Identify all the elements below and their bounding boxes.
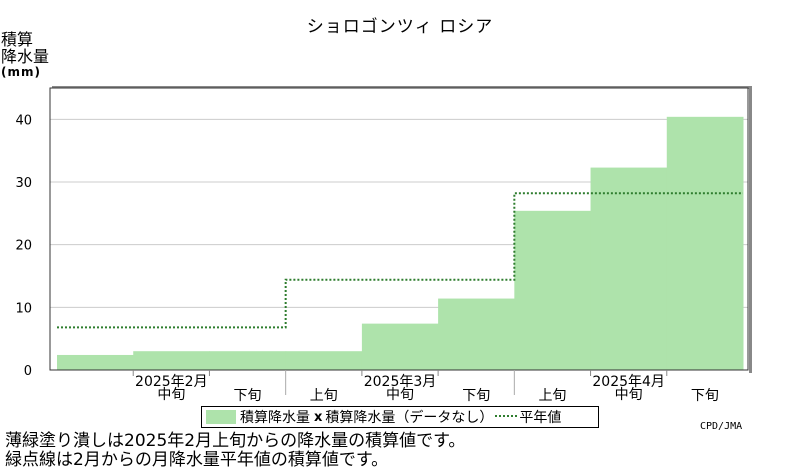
bar-8 <box>666 116 744 371</box>
bar-1 <box>133 351 210 370</box>
bar-5 <box>438 298 515 370</box>
period-label-4: 中旬 <box>386 387 414 403</box>
legend-label-normal: 平年値 <box>519 410 562 426</box>
y-axis-ticks: 0 10 20 30 40 <box>15 113 32 379</box>
y-tick-label-20: 20 <box>15 239 32 254</box>
y-tick-label-0: 0 <box>24 364 32 379</box>
period-label-3: 上旬 <box>310 388 338 404</box>
period-label-8: 下旬 <box>691 388 719 404</box>
normal-step-line <box>57 192 743 329</box>
plot-shadow-right <box>749 88 752 373</box>
legend-label-bar: 積算降水量 <box>240 410 310 426</box>
bar-7 <box>590 167 668 370</box>
x-axis-ticks: 中旬 下旬 上旬 中旬 下旬 上旬 中旬 下旬 2025年2月 2025年3月 2025年4月 <box>132 370 719 404</box>
note-line-1: 薄緑塗り潰しは2025年2月上旬からの降水量の積算値です。 <box>5 431 466 451</box>
y-tick-label-30: 30 <box>15 176 32 191</box>
period-label-2: 下旬 <box>234 388 262 404</box>
y-axis-label: 積算 降水量 <box>1 30 50 66</box>
legend-swatch-normal <box>495 414 518 417</box>
note-line-2: 緑点線は2月からの月降水量平年値の積算値です。 <box>5 450 389 470</box>
y-tick-label-10: 10 <box>15 301 32 316</box>
legend-mark-missing: x <box>314 409 323 425</box>
bar-3 <box>285 351 363 370</box>
plot-frame <box>49 87 749 371</box>
month-label-1: 2025年3月 <box>364 374 437 390</box>
month-label-2: 2025年4月 <box>592 374 665 390</box>
period-label-6: 上旬 <box>538 388 566 404</box>
period-label-1: 中旬 <box>157 387 185 403</box>
bar-4 <box>361 323 439 370</box>
month-label-0: 2025年2月 <box>135 374 208 390</box>
y-tick-label-40: 40 <box>15 113 32 128</box>
y-axis-unit: (mm) <box>1 65 41 79</box>
bar-series <box>57 116 744 371</box>
legend-label-missing: 積算降水量（データなし） <box>325 410 494 426</box>
bar-2 <box>209 351 287 370</box>
legend: 積算降水量 x 積算降水量（データなし） 平年値 <box>201 406 599 428</box>
normal-series <box>57 192 743 329</box>
period-label-7: 中旬 <box>615 387 643 403</box>
period-label-5: 下旬 <box>462 388 490 404</box>
bar-0 <box>57 354 134 370</box>
legend-swatch-bar <box>206 410 236 424</box>
credit-text: CPD/JMA <box>700 421 743 432</box>
bar-6 <box>514 210 592 370</box>
chart-title: ショロゴンツィ ロシア <box>306 17 494 37</box>
